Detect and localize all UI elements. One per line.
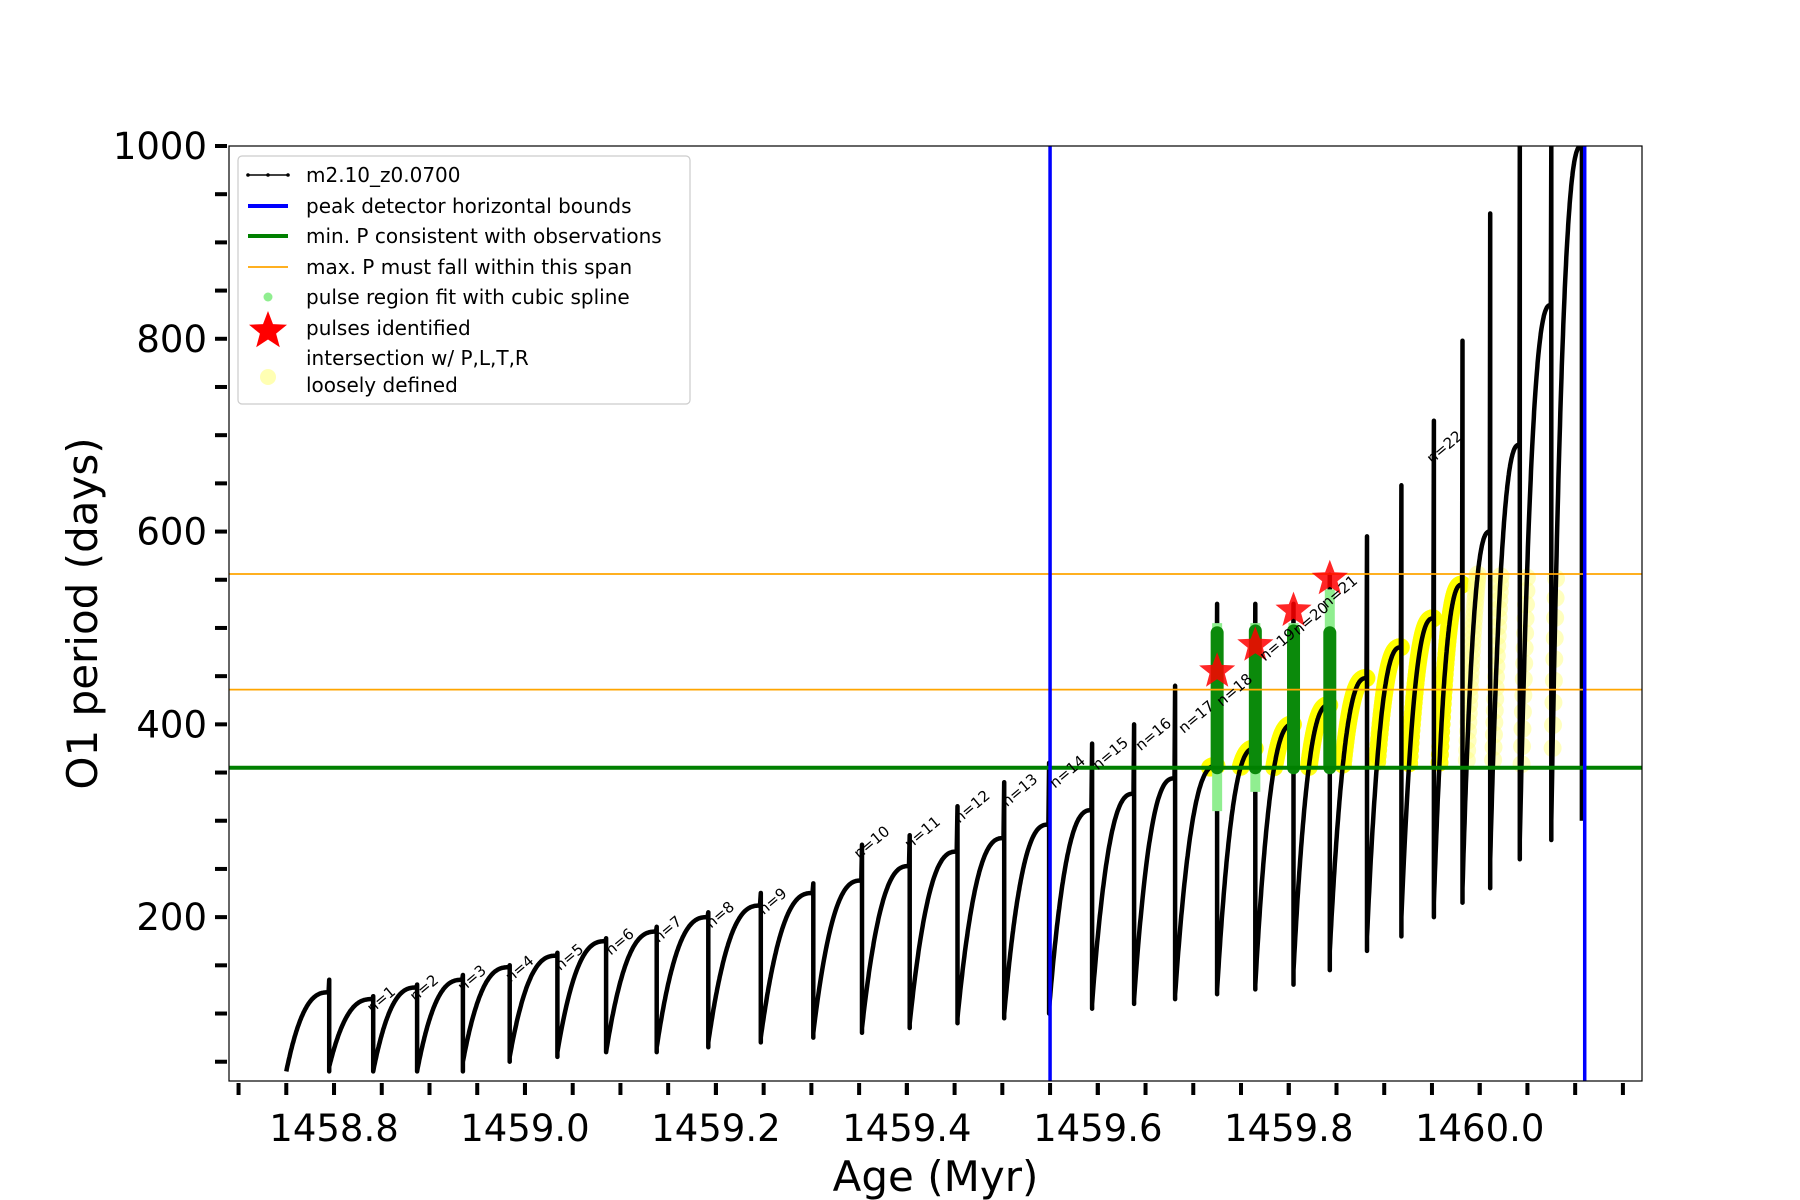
x-tick-label: 1459.0 xyxy=(460,1107,589,1150)
vertical-lines xyxy=(1048,146,1587,1081)
legend-handle xyxy=(249,311,287,348)
x-tick-label: 1459.2 xyxy=(651,1107,780,1150)
y-tick-label: 1000 xyxy=(113,125,207,168)
legend-label: peak detector horizontal bounds xyxy=(306,194,632,218)
x-tick-label: 1459.8 xyxy=(1224,1107,1353,1150)
pulse-star xyxy=(1275,591,1312,626)
horizontal-lines xyxy=(229,573,1642,770)
x-tick-label: 1459.4 xyxy=(842,1107,971,1150)
x-tick-label: 1459.6 xyxy=(1033,1107,1162,1150)
legend-label: m2.10_z0.0700 xyxy=(306,163,461,187)
legend-label: intersection w/ P,L,T,R xyxy=(306,346,529,370)
pulse-star xyxy=(1199,652,1236,687)
legend-label: min. P consistent with observations xyxy=(306,224,662,248)
legend-box xyxy=(237,155,691,405)
legend-handle xyxy=(260,369,276,385)
legend-handle xyxy=(263,292,273,302)
y-tick-label: 400 xyxy=(136,703,207,746)
legend-label: pulses identified xyxy=(306,316,471,340)
legend-label: pulse region fit with cubic spline xyxy=(306,285,630,309)
series-m2-10-z0-0700 xyxy=(284,146,1585,1074)
legend-handle xyxy=(246,173,290,177)
y-tick-label: 600 xyxy=(136,511,207,554)
series-line xyxy=(284,146,1585,1074)
x-tick-label: 1460.0 xyxy=(1415,1107,1544,1150)
x-axis-title: Age (Myr) xyxy=(833,1152,1039,1200)
pulse-star xyxy=(1311,559,1348,595)
y-axis-title: O1 period (days) xyxy=(58,437,107,789)
axes: 1458.8 1459.0 1459.2 1459.4 1459.6 1459.8 1460… xyxy=(113,125,1625,1150)
y-tick-label: 800 xyxy=(136,318,207,361)
pulse-stars xyxy=(1199,559,1348,687)
legend-label: max. P must fall within this span xyxy=(306,255,632,279)
legend-label: loosely defined xyxy=(306,373,458,397)
plot-frame xyxy=(228,145,1643,1082)
y-tick-label: 200 xyxy=(136,896,207,939)
x-tick-label: 1458.8 xyxy=(269,1107,398,1150)
pulse-star xyxy=(1237,626,1274,661)
